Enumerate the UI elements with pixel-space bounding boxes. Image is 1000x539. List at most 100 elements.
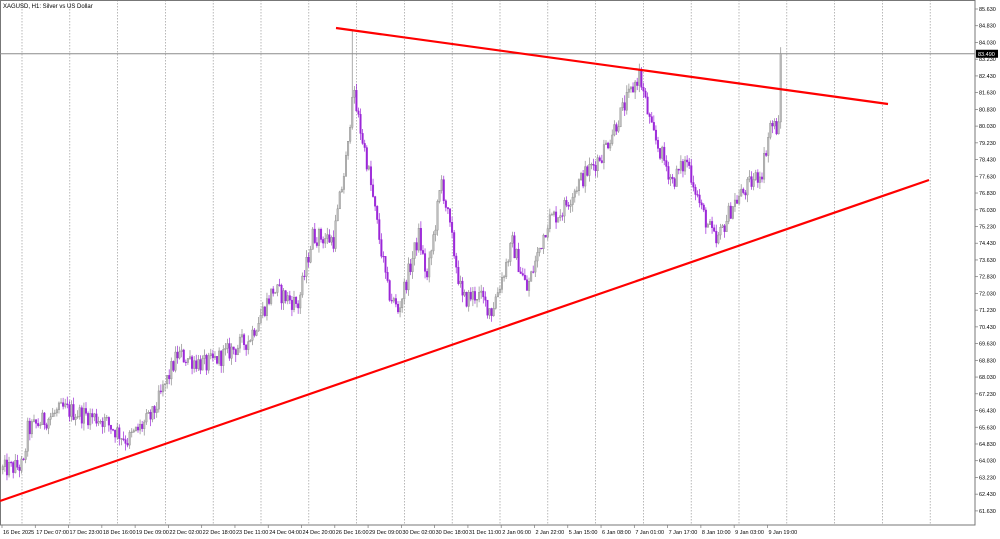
bull-candle	[330, 237, 333, 243]
x-tick-label: 30 Dec 18:00	[436, 530, 469, 536]
bear-candle	[525, 279, 528, 291]
bull-candle	[351, 96, 354, 128]
bull-candle	[480, 290, 483, 293]
bear-candle	[415, 242, 418, 251]
bear-candle	[667, 166, 670, 180]
bear-candle	[607, 142, 610, 149]
bull-candle	[590, 164, 593, 166]
bull-candle	[758, 176, 761, 183]
y-tick-label: 70.430	[979, 325, 996, 331]
bull-candle	[767, 137, 770, 156]
bear-candle	[16, 460, 19, 468]
bull-candle	[39, 424, 42, 426]
bear-candle	[372, 184, 375, 197]
bull-candle	[188, 356, 191, 359]
bull-candle	[779, 53, 782, 123]
bull-candle	[596, 157, 599, 172]
bull-candle	[336, 208, 339, 222]
bear-candle	[263, 306, 266, 316]
x-tick-label: 29 Dec 09:00	[369, 530, 402, 536]
bear-candle	[84, 408, 87, 414]
bear-candle	[594, 165, 597, 172]
y-tick-label: 80.030	[979, 124, 996, 130]
x-tick-label: 2 Jan 22:00	[535, 530, 564, 536]
bear-candle	[567, 204, 570, 207]
bear-candle	[561, 215, 564, 217]
bull-candle	[78, 407, 81, 417]
bear-candle	[455, 255, 458, 268]
y-tick-label: 69.630	[979, 342, 996, 348]
bull-candle	[178, 351, 181, 359]
bear-candle	[742, 188, 745, 193]
bull-candle	[432, 234, 435, 252]
bull-candle	[575, 190, 578, 192]
bear-candle	[114, 430, 117, 438]
bear-candle	[107, 417, 110, 426]
bear-candle	[652, 122, 655, 131]
bull-candle	[57, 402, 60, 410]
bull-candle	[238, 336, 241, 349]
bull-candle	[392, 298, 395, 302]
bull-candle	[411, 258, 414, 272]
bull-candle	[145, 413, 148, 423]
bull-candle	[511, 235, 514, 244]
bear-candle	[315, 242, 318, 246]
bull-candle	[309, 249, 312, 263]
bull-candle	[577, 179, 580, 192]
bear-candle	[216, 356, 219, 364]
bull-candle	[299, 294, 302, 309]
y-tick-label: 81.630	[979, 91, 996, 97]
y-tick-label: 75.230	[979, 224, 996, 230]
bull-candle	[501, 277, 504, 290]
bull-candle	[93, 413, 96, 418]
bear-candle	[66, 403, 69, 405]
bull-candle	[270, 288, 273, 304]
bull-candle	[434, 229, 437, 235]
bear-candle	[149, 412, 152, 420]
x-tick-label: 23 Dec 11:00	[236, 530, 268, 536]
bull-candle	[33, 419, 36, 422]
bear-candle	[91, 413, 94, 418]
y-tick-label: 64.830	[979, 442, 996, 448]
bear-candle	[555, 211, 558, 223]
bear-candle	[28, 420, 31, 435]
bear-candle	[232, 346, 235, 350]
x-tick-label: 17 Dec 07:00	[36, 530, 69, 536]
bull-candle	[207, 355, 210, 371]
bull-candle	[311, 228, 314, 250]
bear-candle	[361, 133, 364, 144]
bull-candle	[634, 81, 637, 93]
bull-candle	[436, 201, 439, 231]
bull-candle	[602, 144, 605, 163]
bull-candle	[478, 292, 481, 300]
bull-candle	[353, 90, 356, 98]
y-tick-label: 65.630	[979, 425, 996, 431]
bull-candle	[471, 291, 474, 300]
bull-candle	[64, 403, 67, 407]
bear-candle	[592, 164, 595, 166]
bull-candle	[498, 289, 501, 293]
bull-candle	[347, 141, 350, 156]
bull-candle	[338, 191, 341, 210]
bull-candle	[467, 291, 470, 307]
bear-candle	[517, 248, 520, 273]
bull-candle	[116, 427, 119, 438]
bull-candle	[769, 122, 772, 138]
bull-candle	[143, 421, 146, 429]
resistance-trendline[interactable]	[335, 26, 889, 106]
bull-candle	[733, 199, 736, 207]
bull-candle	[55, 409, 58, 414]
bull-candle	[727, 205, 730, 222]
bear-candle	[419, 228, 422, 251]
bear-candle	[424, 253, 427, 272]
support-trendline[interactable]	[0, 178, 930, 503]
bull-candle	[349, 127, 352, 142]
bear-candle	[688, 161, 691, 166]
bear-candle	[686, 159, 689, 163]
bull-candle	[401, 298, 404, 309]
bull-candle	[463, 291, 466, 296]
bull-candle	[293, 297, 296, 310]
bull-candle	[428, 257, 431, 278]
bear-candle	[640, 70, 643, 88]
